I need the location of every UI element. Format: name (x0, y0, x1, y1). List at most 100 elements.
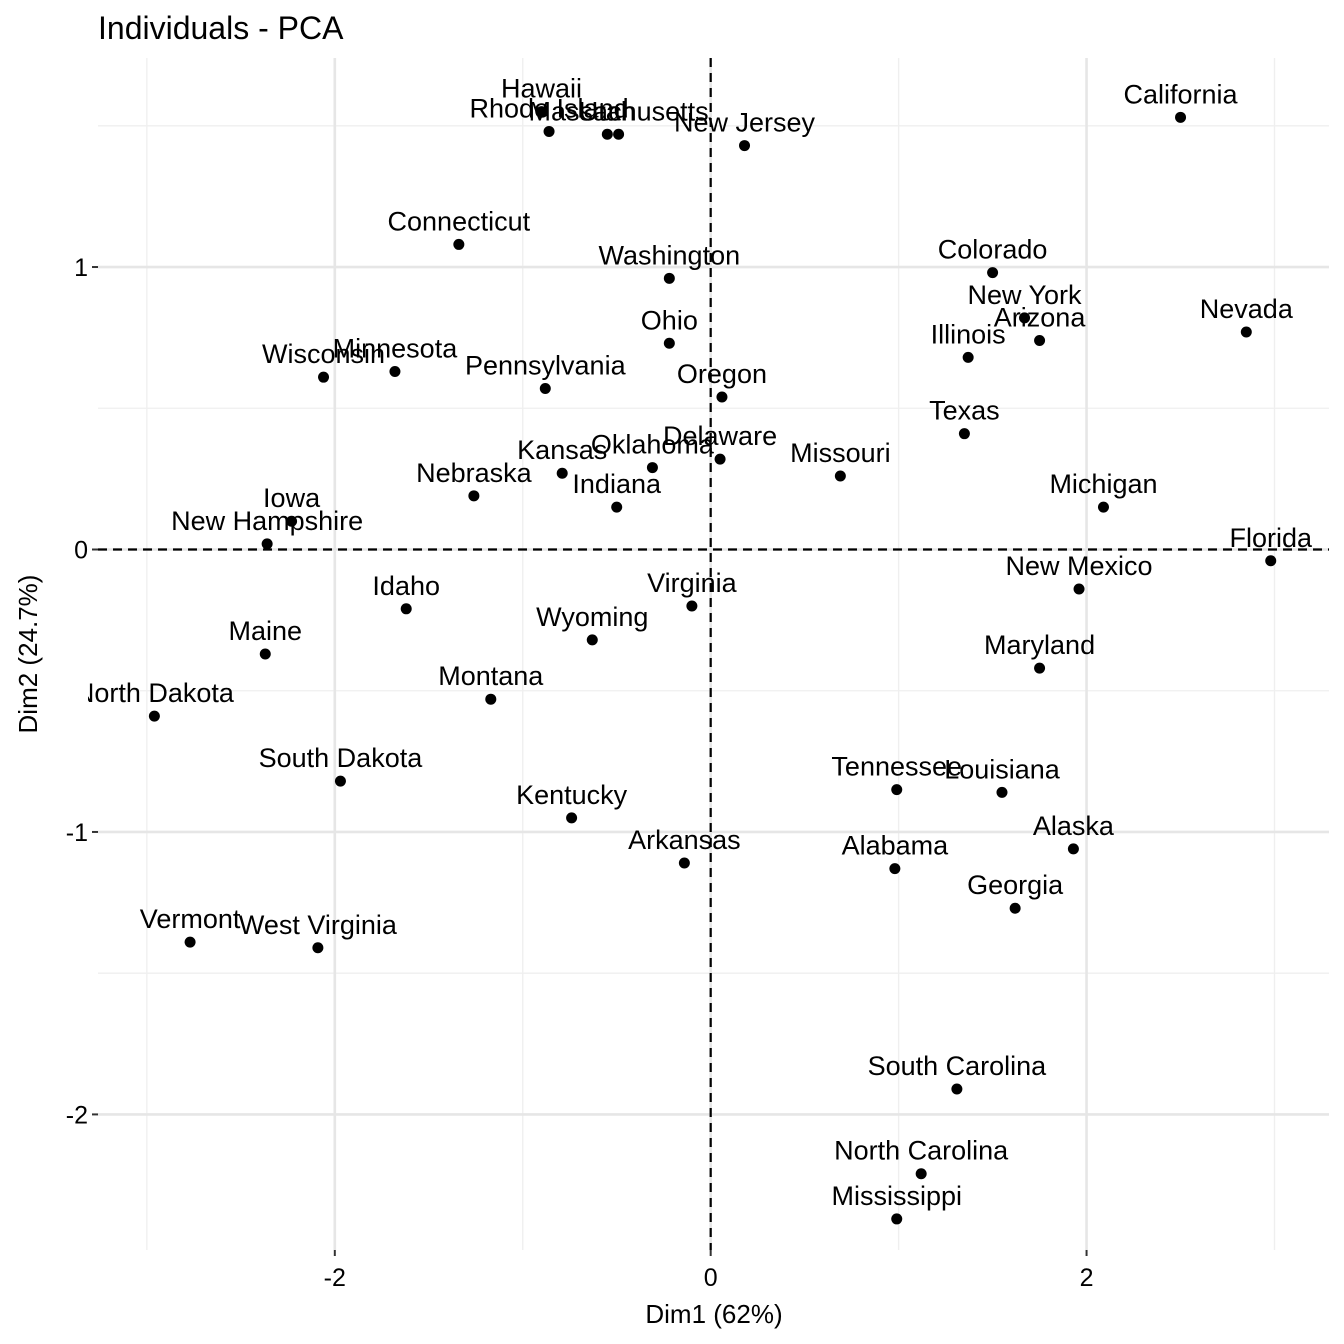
data-point (318, 371, 330, 383)
point-label: Rhode Island (469, 93, 628, 123)
data-points (148, 106, 1277, 1225)
data-point (646, 462, 658, 474)
data-point (184, 936, 196, 948)
x-axis-title: Dim1 (62%) (645, 1299, 782, 1329)
point-label: Utah (579, 96, 636, 126)
data-point (261, 538, 273, 550)
point-label: New Jersey (674, 108, 816, 138)
data-point (536, 106, 548, 118)
point-label: Iowa (263, 483, 321, 513)
point-label: Virginia (647, 568, 738, 598)
data-point (663, 272, 675, 284)
point-label: Kentucky (516, 780, 628, 810)
point-label: Georgia (967, 870, 1064, 900)
point-label: Illinois (931, 319, 1006, 349)
y-tick-label: 1 (74, 254, 88, 282)
point-label: Oklahoma (591, 430, 715, 460)
data-point (1034, 334, 1046, 346)
point-label: Massachusetts (529, 96, 709, 126)
point-label: New Mexico (1006, 551, 1153, 581)
point-label: California (1123, 79, 1238, 109)
axis-ticks: -2 0 2 -2 -1 0 1 (66, 254, 1094, 1292)
point-label: Louisiana (944, 754, 1061, 784)
data-point (453, 238, 465, 250)
point-labels: Alabama Alaska Arizona Arkansas California Co… (75, 74, 1313, 1211)
point-label: Tennessee (831, 752, 962, 782)
data-point (891, 1213, 903, 1225)
data-point (485, 693, 497, 705)
reference-lines (98, 58, 1329, 1250)
point-label: Pennsylvania (465, 350, 627, 380)
point-label: Nevada (1200, 294, 1294, 324)
point-label: Maine (228, 616, 302, 646)
point-label: Missouri (790, 438, 891, 468)
point-label: Nebraska (416, 458, 533, 488)
point-label: Minnesota (333, 334, 459, 364)
point-label: Indiana (572, 469, 662, 499)
point-label: Ohio (641, 305, 698, 335)
data-point (987, 267, 999, 279)
point-label: Wyoming (536, 602, 648, 632)
data-point (834, 470, 846, 482)
point-label: Washington (599, 240, 741, 270)
point-label: Maryland (984, 630, 1095, 660)
data-point (663, 337, 675, 349)
data-point (468, 490, 480, 502)
data-point (739, 140, 751, 152)
data-point (958, 428, 970, 440)
data-point (951, 1083, 963, 1095)
point-label: Arkansas (628, 825, 741, 855)
data-point (611, 501, 623, 513)
point-label: Wisconsin (262, 339, 385, 369)
data-point (601, 128, 613, 140)
point-label: Colorado (938, 235, 1048, 265)
point-label: Kansas (517, 435, 607, 465)
point-label: Idaho (372, 571, 440, 601)
data-point (891, 784, 903, 796)
data-point (148, 710, 160, 722)
y-tick-label: -2 (66, 1101, 88, 1129)
point-label: New York (967, 280, 1082, 310)
x-tick-label: 2 (1080, 1264, 1094, 1292)
point-label: Hawaii (501, 74, 582, 104)
data-point (556, 467, 568, 479)
point-label: North Carolina (834, 1136, 1009, 1166)
point-label: North Dakota (75, 678, 235, 708)
point-label: Florida (1229, 523, 1313, 553)
data-point (1009, 902, 1021, 914)
point-label: Alaska (1033, 811, 1115, 841)
point-label: Montana (438, 661, 544, 691)
point-label: South Carolina (868, 1051, 1048, 1081)
data-point (586, 634, 598, 646)
point-label: Texas (929, 396, 1000, 426)
data-point (716, 391, 728, 403)
point-label: Connecticut (388, 206, 531, 236)
data-point (1265, 555, 1277, 567)
chart-title: Individuals - PCA (98, 10, 344, 46)
x-tick-label: -2 (324, 1264, 346, 1292)
point-label: South Dakota (259, 743, 424, 773)
data-point (1240, 326, 1252, 338)
point-label: West Virginia (239, 910, 398, 940)
x-tick-label: 0 (704, 1264, 718, 1292)
data-point (1034, 662, 1046, 674)
data-point (889, 863, 901, 875)
data-point (613, 128, 625, 140)
data-point (996, 786, 1008, 798)
point-label: Vermont (140, 904, 241, 934)
data-point (1019, 312, 1031, 324)
y-tick-label: -1 (66, 819, 88, 847)
data-point (259, 648, 271, 660)
data-point (334, 775, 346, 787)
data-point (962, 351, 974, 363)
data-point (915, 1168, 927, 1180)
data-point (1073, 583, 1085, 595)
y-axis-title: Dim2 (24.7%) (13, 575, 43, 734)
data-point (714, 453, 726, 465)
data-point (312, 942, 324, 954)
point-label: Mississippi (831, 1181, 962, 1211)
data-point (1067, 843, 1079, 855)
point-label: New Hampshire (171, 506, 363, 536)
